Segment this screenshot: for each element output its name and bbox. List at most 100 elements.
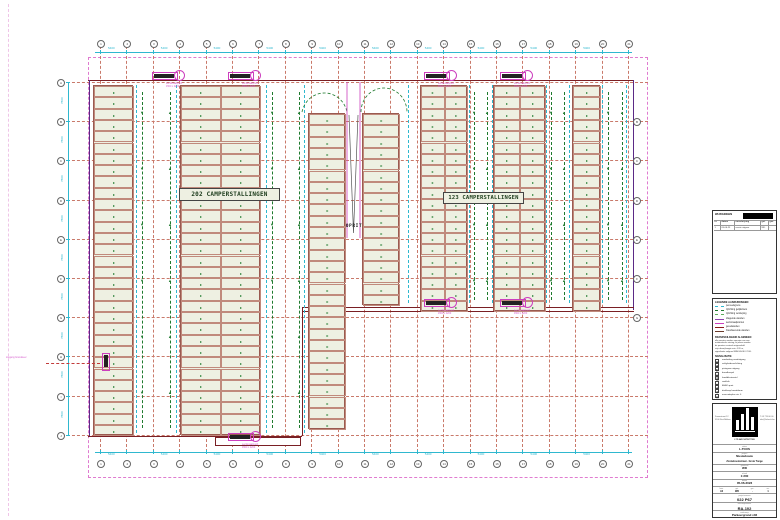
revisions-title: WIJZIGINGEN xyxy=(715,212,733,216)
parking-stall: ▸ xyxy=(221,300,261,312)
grid-bubble-top: 14 xyxy=(440,40,449,48)
parking-stall: ▸ xyxy=(421,289,445,301)
parking-stall: ▸ xyxy=(363,204,400,216)
grid-row-line xyxy=(62,199,648,201)
parking-stall: ▸ xyxy=(573,278,601,290)
parking-stall: ▸ xyxy=(309,125,346,137)
grid-bubble-bottom: 7 xyxy=(255,460,264,468)
drive-arrow-icon: ▲ xyxy=(168,166,172,171)
parking-stall: ▸ xyxy=(181,176,221,188)
parking-stall: ▸ xyxy=(309,294,346,307)
parking-stall: ▸ xyxy=(181,345,221,358)
dim-value-left: 7800 xyxy=(60,214,64,222)
grid-bubble-left: A xyxy=(57,79,65,87)
drive-arrow-icon: ▲ xyxy=(297,166,301,171)
grid-column-line xyxy=(416,46,418,452)
titleblock-mini-value: WD xyxy=(735,490,739,493)
dim-tick xyxy=(496,50,497,54)
parking-stall: ▸ xyxy=(221,323,261,335)
legend-symbol-icon: ◉ xyxy=(715,389,719,395)
revisions-cell: - xyxy=(768,225,776,230)
parking-stall: ▸ xyxy=(444,165,468,177)
dim-tick xyxy=(66,317,70,319)
parking-stall: ▸ xyxy=(444,86,468,98)
logo-bar xyxy=(746,408,749,430)
door-leaf xyxy=(502,74,522,78)
door-swing-icon xyxy=(250,70,261,81)
dim-tick xyxy=(100,50,101,54)
legend-symbol-icon: 〓 xyxy=(715,376,720,382)
parking-stall: ▸ xyxy=(94,391,134,403)
revisions-rule xyxy=(714,224,776,226)
door-leaf xyxy=(230,435,250,439)
parking-stall: ▸ xyxy=(181,368,221,380)
parking-stall: ▸ xyxy=(309,204,346,216)
legend-swatch xyxy=(715,322,724,324)
legend-notes-title: BRANDVEILIGHEID ALGEMEEN xyxy=(715,335,752,339)
parking-stall: ▸ xyxy=(494,221,520,233)
grid-bubble-right: D xyxy=(633,196,641,205)
drive-arrow-icon: ▲ xyxy=(485,110,489,115)
parking-stall: ▸ xyxy=(421,142,445,154)
legend-note: de poorten centraal ontgrendeld. xyxy=(715,345,746,348)
site-boundary xyxy=(88,57,648,478)
drive-arrow-icon: ▼ xyxy=(549,222,553,227)
parking-stall: ▸ xyxy=(421,131,445,143)
grid-column-line xyxy=(179,46,181,452)
dim-value-top: 5400 xyxy=(372,46,379,50)
clearance-guide-line xyxy=(602,85,603,303)
dim-tick xyxy=(469,50,471,54)
titleblock-value: 022 P67 xyxy=(737,497,752,502)
drive-arrow-icon: ▲ xyxy=(297,390,301,395)
parking-stall: ▸ xyxy=(421,97,445,109)
parking-stall: ▸ xyxy=(181,131,221,143)
dim-tick xyxy=(66,121,70,123)
parking-stall: ▸ xyxy=(94,232,134,245)
parking-stall: ▸ xyxy=(309,306,346,318)
titleblock-value: Nieuwbouw xyxy=(736,454,753,459)
drive-arrow-icon: ▲ xyxy=(620,278,624,283)
titleblock-value: 05-06-2023 xyxy=(736,481,753,486)
grid-bubble-bottom: 19 xyxy=(572,460,581,468)
sectional-door: sectionaalpoort 4500 x 4200 xyxy=(424,70,464,90)
titleblock-label: project xyxy=(741,453,748,456)
parking-stall: ▸ xyxy=(94,379,134,392)
parking-stall: ▸ xyxy=(94,266,134,279)
legend-note: vrije doorrijhoogte min. 4.20 m, xyxy=(715,347,744,350)
dim-tick xyxy=(66,160,70,162)
parking-stall: ▸ xyxy=(573,142,601,154)
dim-value-bottom: 5400 xyxy=(266,452,274,456)
parking-stall: ▸ xyxy=(520,266,546,279)
titleblock-mini-label: form. xyxy=(719,487,724,490)
drive-arrow-icon: ▲ xyxy=(562,110,566,115)
wall-bottom-right2 xyxy=(302,311,634,312)
door-leaf xyxy=(426,301,446,305)
dim-line-top xyxy=(95,52,632,53)
grid-row-line xyxy=(62,82,648,83)
dim-value-bottom: 5400 xyxy=(424,452,432,456)
parking-stall: ▸ xyxy=(94,131,134,143)
dim-value-bottom: 5400 xyxy=(477,452,485,456)
titleblock-label: onderwerp xyxy=(740,511,749,514)
parking-stall: ▸ xyxy=(94,345,134,358)
door-leaf xyxy=(154,74,174,78)
legend-swatch xyxy=(715,306,724,307)
legend-symbol-label: veiligheidsverlichting xyxy=(722,363,743,366)
door-swing-icon xyxy=(446,297,457,308)
grid-bubble-bottom: 1 xyxy=(97,460,105,468)
floor-plan: 1 1 2 2 3 3 4 4 5 5 6 6 7 7 8 8 9 9 10 10 11 11 12 12 13 13 14 14 15… xyxy=(6,4,648,516)
parking-stall: ▸ xyxy=(181,323,221,335)
parking-stall: ▸ xyxy=(181,97,221,109)
parking-stall: ▸ xyxy=(520,199,546,211)
dim-tick xyxy=(66,356,70,358)
parking-stall: ▸ xyxy=(221,357,261,369)
parking-stall: ▸ xyxy=(573,289,601,301)
parking-stall: ▸ xyxy=(309,227,346,239)
parking-stall: ▸ xyxy=(94,153,134,166)
grid-row-line xyxy=(62,121,648,123)
door-label: sectionaalpoort 4500 x 4200 xyxy=(242,443,259,449)
parking-stall: ▸ xyxy=(181,379,221,392)
drive-arrow-icon: ▲ xyxy=(297,278,301,283)
drive-arrow-icon: ▼ xyxy=(270,334,274,339)
dim-tick xyxy=(601,50,603,54)
